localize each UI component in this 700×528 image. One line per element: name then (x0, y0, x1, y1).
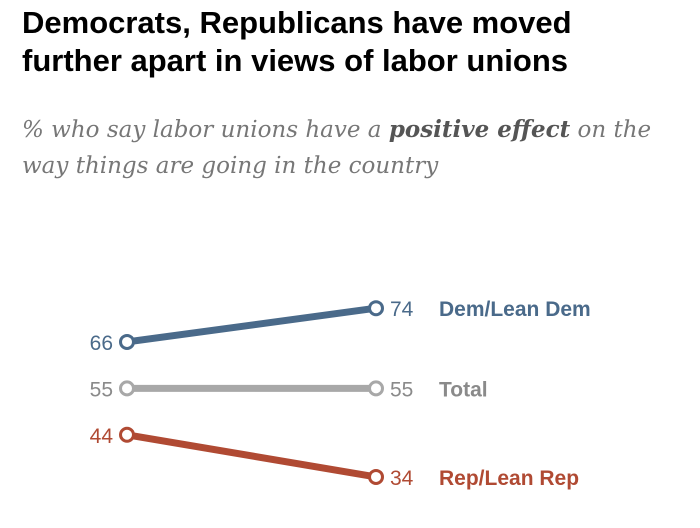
subtitle-post: on the way things are going in the count… (22, 117, 652, 179)
value-label-dem-lean-dem-end: 74 (390, 298, 414, 321)
value-label-rep-lean-rep-start: 44 (90, 425, 114, 448)
subtitle-pre: % who say labor unions have a (22, 117, 389, 143)
series-label-total: Total (439, 378, 488, 401)
series-label-dem-lean-dem: Dem/Lean Dem (439, 298, 591, 321)
series-label-rep-lean-rep: Rep/Lean Rep (439, 467, 579, 490)
series-line-dem-lean-dem (123, 304, 380, 346)
data-point-rep-lean-rep-start (119, 426, 135, 443)
chart-title: Democrats, Republicans have moved furthe… (22, 4, 692, 80)
value-label-rep-lean-rep-end: 34 (390, 467, 414, 490)
data-point-total-start (119, 380, 135, 397)
data-point-dem-lean-dem-start (119, 333, 135, 350)
value-label-dem-lean-dem-start: 66 (90, 332, 113, 355)
series-line-rep-lean-rep (123, 431, 380, 481)
value-label-total-start: 55 (90, 378, 113, 401)
subtitle-emphasis: positive effect (388, 116, 571, 143)
chart-subtitle: % who say labor unions have a positive e… (22, 112, 692, 184)
title-line-1: Democrats, Republicans have moved (22, 5, 572, 40)
title-line-2: further apart in views of labor unions (22, 43, 569, 78)
data-point-rep-lean-rep-end (368, 468, 384, 485)
value-label-total-end: 55 (390, 378, 413, 401)
data-point-dem-lean-dem-end (368, 300, 384, 317)
data-point-total-end (368, 380, 384, 397)
